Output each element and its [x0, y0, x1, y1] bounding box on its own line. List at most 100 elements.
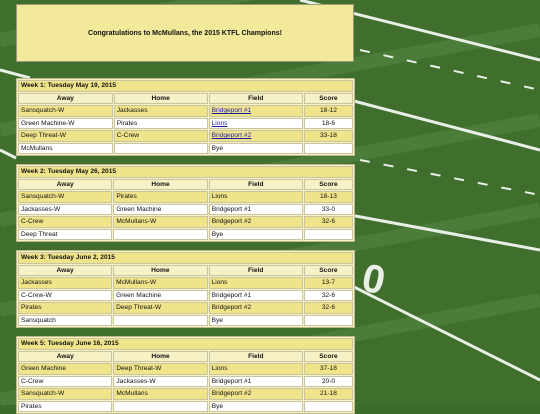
game-row: Sansquatch-W Pirates Lions 18-13 — [18, 191, 353, 203]
cell: Jackasses-W — [18, 203, 113, 215]
cell: C-Crew — [113, 130, 208, 142]
game-row: McMullans Bye — [18, 142, 353, 154]
game-row: Deep Threat Bye — [18, 228, 353, 240]
cell: Bridgeport #2 — [208, 302, 303, 314]
cell: Bye — [208, 228, 303, 240]
column-header: Home — [113, 178, 208, 190]
cell: 32-6 — [303, 289, 353, 301]
cell: C-Crew — [18, 216, 113, 228]
cell — [113, 142, 208, 154]
game-row: Jackasses-W Green Machine Bridgeport #1 33-… — [18, 203, 353, 215]
cell: Bridgeport #2 — [208, 388, 303, 400]
week-title: Week 3: Tuesday June 2, 2015 — [18, 252, 353, 264]
week-title: Week 2: Tuesday May 26, 2015 — [18, 166, 353, 178]
column-header: Home — [113, 92, 208, 104]
column-header: Field — [208, 350, 303, 362]
title-row: Week 1: Tuesday May 19, 2015 — [18, 80, 353, 92]
title-row: Week 2: Tuesday May 26, 2015 — [18, 166, 353, 178]
cell: Deep Threat — [18, 228, 113, 240]
field-link[interactable]: Lions — [211, 119, 228, 127]
header-row: Away Home Field Score — [18, 92, 353, 104]
game-row: Pirates Deep Threat-W Bridgeport #2 32-6 — [18, 302, 353, 314]
cell: Pirates — [113, 117, 208, 129]
week-title: Week 1: Tuesday May 19, 2015 — [18, 80, 353, 92]
week-table: Week 2: Tuesday May 26, 2015 Away Home Fiel… — [16, 164, 355, 242]
cell — [113, 228, 208, 240]
cell — [113, 400, 208, 412]
cell: C-Crew — [18, 375, 113, 387]
column-header: Home — [113, 264, 208, 276]
cell: 21-18 — [303, 388, 353, 400]
cell: Bridgeport #1 — [208, 105, 303, 117]
field-link[interactable]: Bridgeport #2 — [211, 132, 252, 140]
cell: 32-6 — [303, 216, 353, 228]
cell: 32-6 — [303, 302, 353, 314]
game-row: Jackasses McMullans-W Lions 13-7 — [18, 277, 353, 289]
cell — [303, 314, 353, 326]
week-table: Week 3: Tuesday June 2, 2015 Away Home Fiel… — [16, 250, 355, 328]
cell — [303, 228, 353, 240]
column-header: Field — [208, 92, 303, 104]
cell: 18-12 — [303, 105, 353, 117]
cell: Green Machine-W — [18, 117, 113, 129]
column-header: Field — [208, 178, 303, 190]
cell: Bridgeport #1 — [208, 203, 303, 215]
week-table: Week 5: Tuesday June 16, 2015 Away Home Fie… — [16, 336, 355, 414]
cell: Jackasses — [18, 277, 113, 289]
cell: 18-6 — [303, 117, 353, 129]
cell: 33-0 — [303, 203, 353, 215]
cell: Jackasses-W — [113, 375, 208, 387]
cell: Bridgeport #2 — [208, 216, 303, 228]
title-row: Week 3: Tuesday June 2, 2015 — [18, 252, 353, 264]
cell: Jackasses — [113, 105, 208, 117]
cell: Green Machine — [18, 363, 113, 375]
cell — [303, 400, 353, 412]
cell: Green Machine — [113, 203, 208, 215]
cell: Deep Threat-W — [113, 302, 208, 314]
game-row: C-Crew McMullans-W Bridgeport #2 32-6 — [18, 216, 353, 228]
cell: Sansquatch-W — [18, 105, 113, 117]
game-row: Green Machine Deep Threat-W Lions 37-18 — [18, 363, 353, 375]
cell: 18-13 — [303, 191, 353, 203]
header-row: Away Home Field Score — [18, 264, 353, 276]
cell: Lions — [208, 277, 303, 289]
cell: McMullans — [113, 388, 208, 400]
column-header: Home — [113, 350, 208, 362]
cell: Pirates — [18, 302, 113, 314]
cell: Bridgeport #1 — [208, 375, 303, 387]
cell: Bye — [208, 314, 303, 326]
cell: McMullans — [18, 142, 113, 154]
week-title: Week 5: Tuesday June 16, 2015 — [18, 338, 353, 350]
column-header: Away — [18, 178, 113, 190]
game-row: Green Machine-W Pirates Lions 18-6 — [18, 117, 353, 129]
header-row: Away Home Field Score — [18, 350, 353, 362]
cell: Bridgeport #1 — [208, 289, 303, 301]
cell: Lions — [208, 191, 303, 203]
game-row: Sansquatch Bye — [18, 314, 353, 326]
banner: Congratulations to McMullans, the 2015 K… — [16, 4, 354, 62]
title-row: Week 5: Tuesday June 16, 2015 — [18, 338, 353, 350]
column-header: Score — [303, 350, 353, 362]
game-row: C-Crew Jackasses-W Bridgeport #1 20-0 — [18, 375, 353, 387]
cell: 37-18 — [303, 363, 353, 375]
cell: Deep Threat-W — [18, 130, 113, 142]
cell: Lions — [208, 363, 303, 375]
game-row: Deep Threat-W C-Crew Bridgeport #2 33-18 — [18, 130, 353, 142]
cell: Sansquatch-W — [18, 388, 113, 400]
cell: 20-0 — [303, 375, 353, 387]
cell: Bye — [208, 400, 303, 412]
cell — [113, 314, 208, 326]
cell: Deep Threat-W — [113, 363, 208, 375]
cell: Lions — [208, 117, 303, 129]
column-header: Field — [208, 264, 303, 276]
field-link[interactable]: Bridgeport #1 — [211, 107, 252, 115]
cell: Pirates — [113, 191, 208, 203]
cell: 13-7 — [303, 277, 353, 289]
week-table: Week 1: Tuesday May 19, 2015 Away Home Fiel… — [16, 78, 355, 156]
column-header: Score — [303, 264, 353, 276]
cell: Green Machine — [113, 289, 208, 301]
game-row: Sansquatch-W McMullans Bridgeport #2 21-18 — [18, 388, 353, 400]
cell: C-Crew-W — [18, 289, 113, 301]
cell: 33-18 — [303, 130, 353, 142]
